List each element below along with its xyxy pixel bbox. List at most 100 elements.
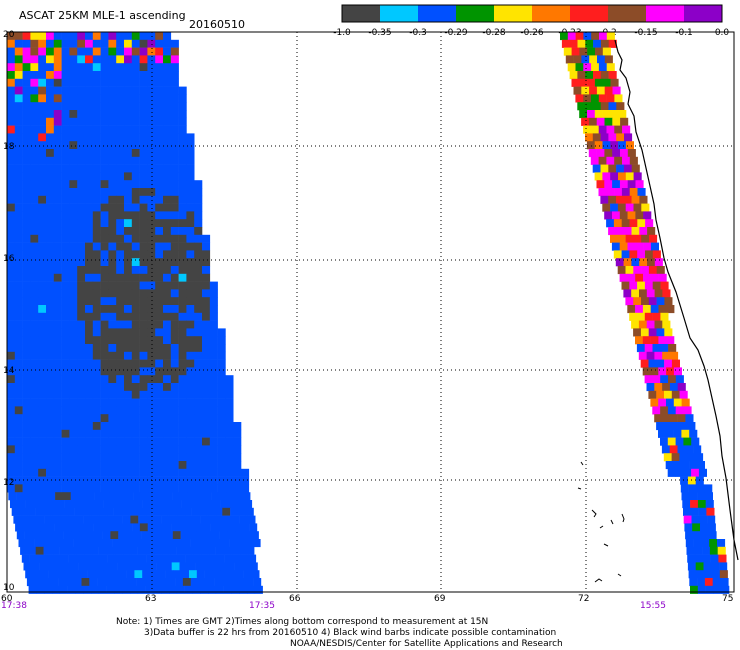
west-swath-cell: [100, 242, 109, 251]
west-swath-cell: [186, 359, 195, 368]
west-swath-cell: [186, 141, 195, 150]
west-swath-cell: [131, 250, 140, 259]
west-swath-cell: [42, 578, 51, 587]
west-swath-cell: [181, 500, 190, 509]
west-swath-cell: [14, 47, 23, 56]
west-swath-cell: [139, 383, 148, 392]
west-swath-cell: [53, 125, 62, 134]
west-swath-cell: [225, 414, 234, 423]
west-swath-cell: [38, 414, 47, 423]
west-swath-cell: [147, 94, 156, 103]
west-swath-cell: [163, 47, 172, 56]
west-swath-cell: [92, 281, 101, 290]
east-swath-cell: [648, 328, 657, 337]
west-swath-cell: [124, 351, 133, 360]
east-swath-cell: [585, 133, 594, 142]
west-swath-cell: [108, 320, 117, 329]
west-swath-cell: [186, 234, 195, 243]
west-swath-cell: [78, 492, 87, 501]
west-swath-cell: [124, 219, 133, 228]
west-swath-cell: [139, 219, 148, 228]
east-swath-cell: [625, 141, 634, 150]
west-swath-cell: [30, 234, 39, 243]
west-swath-cell: [186, 242, 195, 251]
west-swath-cell: [7, 437, 16, 446]
west-swath-cell: [39, 562, 48, 571]
colorbar-tick-label: -0.15: [634, 28, 657, 38]
west-swath-cell: [61, 367, 70, 376]
west-swath-cell: [53, 110, 62, 119]
east-swath-cell: [619, 180, 628, 189]
west-swath-cell: [251, 570, 260, 579]
west-swath-cell: [30, 344, 39, 353]
west-swath-cell: [116, 328, 125, 337]
west-swath-cell: [211, 492, 220, 501]
west-swath-cell: [186, 320, 195, 329]
west-swath-cell: [100, 94, 109, 103]
west-swath-cell: [64, 500, 73, 509]
west-swath-cell: [186, 149, 195, 158]
east-swath-cell: [662, 320, 671, 329]
west-swath-cell: [46, 102, 55, 111]
west-swath-cell: [69, 219, 78, 228]
west-swath-cell: [42, 507, 51, 516]
west-swath-cell: [147, 406, 156, 415]
west-swath-cell: [147, 78, 156, 87]
west-swath-cell: [116, 266, 125, 275]
west-swath-cell: [66, 507, 75, 516]
west-swath-cell: [46, 312, 55, 321]
west-swath-cell: [139, 47, 148, 56]
west-swath-cell: [77, 453, 86, 462]
west-swath-cell: [49, 539, 58, 548]
west-swath-cell: [7, 47, 16, 56]
west-swath-cell: [203, 492, 212, 501]
west-swath-cell: [85, 39, 94, 48]
east-swath-cell: [646, 289, 655, 298]
east-swath-cell: [645, 250, 654, 259]
west-swath-cell: [147, 344, 156, 353]
west-swath-cell: [163, 234, 172, 243]
west-swath-cell: [30, 125, 39, 134]
colorbar: [341, 4, 723, 23]
west-swath-cell: [30, 390, 39, 399]
west-swath-cell: [197, 539, 206, 548]
west-swath-cell: [104, 539, 113, 548]
west-swath-cell: [46, 211, 55, 220]
west-swath-cell: [38, 55, 47, 64]
west-swath-cell: [152, 546, 161, 555]
west-swath-cell: [46, 406, 55, 415]
west-swath-cell: [53, 39, 62, 48]
lat-lon-grid: [7, 32, 734, 592]
east-swath-cell: [618, 110, 627, 119]
west-swath-cell: [30, 250, 39, 259]
west-swath-cell: [245, 578, 254, 587]
west-swath-cell: [85, 195, 94, 204]
west-swath-cell: [186, 281, 195, 290]
east-swath-cell: [673, 429, 682, 438]
west-swath-cell: [38, 227, 47, 236]
east-swath-cell: [675, 437, 684, 446]
east-swath-cell: [681, 492, 690, 501]
west-swath-cell: [77, 305, 86, 314]
west-swath-cell: [77, 94, 86, 103]
west-swath-cell: [14, 266, 23, 275]
east-swath-cell: [660, 437, 669, 446]
west-swath-cell: [69, 390, 78, 399]
west-swath-cell: [100, 383, 109, 392]
west-swath-cell: [124, 328, 133, 337]
west-swath-cell: [124, 398, 133, 407]
west-swath-cell: [22, 359, 31, 368]
west-swath-cell: [139, 328, 148, 337]
west-swath-cell: [155, 359, 164, 368]
west-swath-cell: [61, 55, 70, 64]
west-swath-cell: [131, 281, 140, 290]
east-swath-cell: [643, 273, 652, 282]
east-swath-cell: [587, 110, 596, 119]
east-swath-cell: [641, 297, 650, 306]
west-swath-cell: [92, 250, 101, 259]
west-swath-cell: [85, 422, 94, 431]
west-swath-cell: [198, 507, 207, 516]
west-swath-cell: [124, 71, 133, 80]
west-swath-cell: [150, 500, 159, 509]
